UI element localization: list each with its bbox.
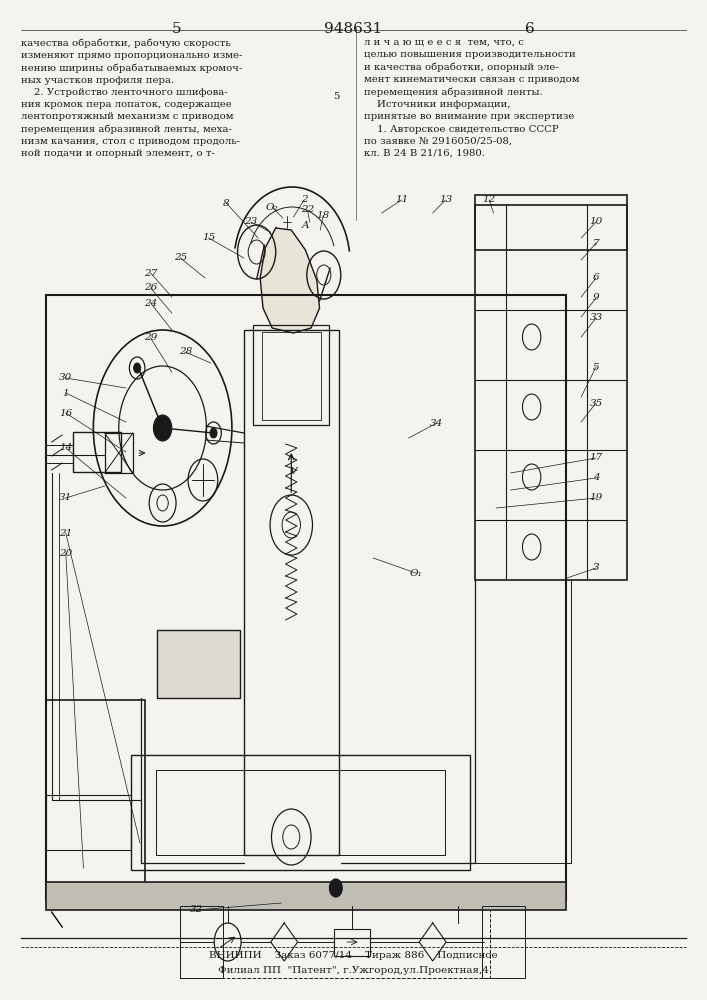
Bar — [262, 332, 321, 420]
Text: л и ч а ю щ е е с я  тем, что, с
целью повышения производительности
и качества о: л и ч а ю щ е е с я тем, что, с целью по… — [364, 38, 580, 158]
Text: 2: 2 — [300, 196, 308, 205]
Text: 18: 18 — [317, 212, 329, 221]
Bar — [253, 325, 329, 425]
Text: O₁: O₁ — [409, 568, 422, 578]
Bar — [46, 795, 131, 850]
Circle shape — [134, 363, 141, 373]
Text: O₂: O₂ — [266, 202, 279, 212]
Bar — [475, 195, 627, 250]
Text: V: V — [290, 468, 297, 477]
Text: 5: 5 — [592, 362, 600, 371]
Text: 16: 16 — [59, 408, 72, 418]
Text: 7: 7 — [592, 238, 600, 247]
Text: 8: 8 — [223, 198, 230, 208]
Text: 28: 28 — [179, 348, 192, 357]
Text: 1: 1 — [62, 388, 69, 397]
Text: 23: 23 — [245, 218, 257, 227]
Bar — [482, 906, 525, 978]
Text: 33: 33 — [590, 314, 602, 322]
Bar — [180, 906, 490, 978]
Text: 24: 24 — [144, 298, 157, 308]
Text: 26: 26 — [144, 284, 157, 292]
Text: 34: 34 — [431, 418, 443, 428]
Bar — [244, 330, 339, 855]
Text: 948631: 948631 — [325, 22, 382, 36]
Bar — [46, 700, 145, 900]
Bar — [131, 755, 470, 870]
Text: 4: 4 — [592, 474, 600, 483]
Bar — [180, 906, 223, 978]
Text: 13: 13 — [439, 196, 452, 205]
Text: 22: 22 — [301, 206, 314, 215]
Text: 14: 14 — [59, 444, 72, 452]
Circle shape — [153, 415, 172, 441]
Text: 5: 5 — [333, 92, 340, 101]
Text: 6: 6 — [525, 22, 535, 36]
Bar — [475, 205, 627, 580]
Bar — [73, 432, 121, 472]
Text: 20: 20 — [59, 548, 72, 558]
Text: 25: 25 — [174, 253, 187, 262]
Bar — [46, 295, 566, 900]
Text: 27: 27 — [144, 268, 157, 277]
Text: 3: 3 — [592, 564, 600, 572]
Text: 29: 29 — [144, 334, 157, 342]
Text: 32: 32 — [190, 906, 203, 914]
Bar — [46, 882, 566, 910]
Text: 9: 9 — [592, 294, 600, 302]
Text: 10: 10 — [590, 218, 602, 227]
Bar — [156, 770, 445, 855]
Text: 19: 19 — [590, 493, 602, 502]
Bar — [105, 433, 133, 473]
Text: A: A — [302, 222, 309, 231]
Text: 6: 6 — [592, 273, 600, 282]
Text: 35: 35 — [590, 398, 602, 408]
Text: качества обработки, рабочую скорость
изменяют прямо пропорционально изме-
нению : качества обработки, рабочую скорость изм… — [21, 38, 243, 158]
Polygon shape — [260, 228, 320, 333]
Circle shape — [210, 428, 217, 438]
Circle shape — [329, 879, 342, 897]
Text: 11: 11 — [395, 196, 408, 205]
Text: 31: 31 — [59, 493, 72, 502]
Bar — [334, 929, 370, 956]
Text: ВНИИПИ    Заказ 6077/14    Тираж 886    Подписное: ВНИИПИ Заказ 6077/14 Тираж 886 Подписное — [209, 951, 498, 960]
Bar — [157, 630, 240, 698]
Text: 17: 17 — [590, 454, 602, 462]
Text: 21: 21 — [59, 528, 72, 538]
Text: 5: 5 — [172, 22, 182, 36]
Text: 30: 30 — [59, 373, 72, 382]
Text: 15: 15 — [202, 233, 215, 242]
Text: Филиал ПП  "Патент", г.Ужгород,ул.Проектная,4: Филиал ПП "Патент", г.Ужгород,ул.Проектн… — [218, 966, 489, 975]
Text: 12: 12 — [483, 196, 496, 205]
